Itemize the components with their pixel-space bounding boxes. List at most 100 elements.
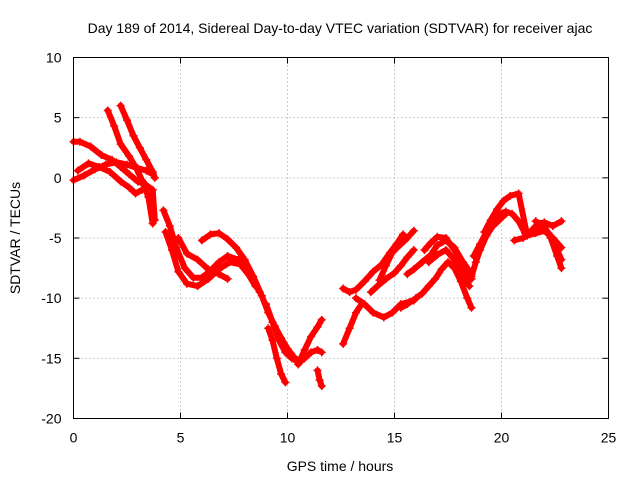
- series-s4: [104, 107, 156, 227]
- axis-ticks: 0 5 10 15 20 25 -20 -15 -10 -5 0 5 10: [41, 50, 616, 446]
- data-point-marker: [225, 258, 234, 267]
- data-point-marker: [424, 258, 433, 267]
- data-point-marker: [499, 196, 508, 205]
- series-s19: [397, 259, 475, 311]
- data-point-marker: [339, 339, 348, 348]
- data-point-marker: [469, 252, 478, 261]
- data-point-marker: [375, 276, 384, 285]
- data-point-marker: [441, 246, 450, 255]
- data-point-marker: [161, 227, 170, 236]
- data-point-marker: [300, 345, 309, 354]
- data-point-marker: [206, 230, 215, 239]
- data-point-marker: [480, 227, 489, 236]
- data-point-marker: [197, 236, 206, 245]
- data-point-marker: [345, 288, 354, 297]
- data-point-marker: [264, 324, 273, 333]
- data-point-marker: [510, 236, 519, 245]
- data-point-marker: [95, 163, 104, 172]
- plot-frame: [73, 57, 609, 419]
- y-tick-label: -20: [41, 411, 61, 427]
- data-point-marker: [215, 229, 224, 238]
- data-point-marker: [409, 265, 418, 274]
- data-point-marker: [396, 303, 405, 312]
- data-point-marker: [403, 234, 412, 242]
- data-point-marker: [450, 255, 459, 264]
- data-point-marker: [287, 354, 296, 363]
- data-point-marker: [403, 253, 412, 262]
- data-point-marker: [486, 215, 495, 224]
- data-point-marker: [437, 265, 446, 274]
- data-point-marker: [388, 308, 397, 317]
- data-point-marker: [167, 246, 176, 255]
- data-point-marker: [180, 264, 189, 273]
- data-point-marker: [315, 375, 324, 384]
- data-point-marker: [182, 249, 191, 258]
- x-tick-label: 0: [70, 430, 78, 446]
- data-point-marker: [272, 354, 281, 363]
- data-point-marker: [351, 294, 360, 303]
- data-point-marker: [150, 173, 159, 182]
- data-point-marker: [527, 229, 536, 238]
- x-tick-label: 25: [601, 430, 617, 446]
- x-tick-label: 5: [177, 430, 185, 446]
- data-point-marker: [182, 279, 191, 288]
- data-point-marker: [116, 101, 125, 110]
- data-point-marker: [409, 226, 418, 235]
- data-point-marker: [193, 255, 202, 264]
- data-point-marker: [317, 348, 326, 357]
- data-point-marker: [129, 131, 138, 140]
- x-axis-label: GPS time / hours: [287, 458, 394, 474]
- data-point-marker: [379, 313, 388, 322]
- data-point-marker: [540, 221, 549, 230]
- data-point-marker: [137, 176, 146, 185]
- data-point-marker: [223, 252, 232, 261]
- data-point-marker: [116, 177, 125, 186]
- data-point-marker: [313, 345, 322, 354]
- data-point-marker: [75, 137, 84, 146]
- data-point-marker: [424, 282, 433, 291]
- data-point-marker: [307, 332, 316, 341]
- y-tick-label: -10: [41, 290, 61, 306]
- data-point-marker: [366, 288, 375, 297]
- series-s15: [340, 300, 366, 347]
- data-point-marker: [493, 205, 502, 214]
- x-tick-label: 20: [494, 430, 510, 446]
- data-point-marker: [215, 270, 224, 279]
- y-tick-label: 0: [54, 170, 62, 186]
- series-s10: [263, 301, 325, 365]
- data-point-marker: [381, 261, 390, 270]
- data-point-marker: [174, 234, 183, 242]
- series-s18: [376, 227, 417, 284]
- data-point-marker: [159, 206, 168, 215]
- data-point-marker: [97, 150, 106, 159]
- data-point-marker: [418, 289, 427, 298]
- data-point-marker: [360, 300, 369, 309]
- data-point-marker: [223, 274, 232, 283]
- data-point-marker: [420, 246, 429, 255]
- data-point-marker: [257, 291, 266, 300]
- data-point-marker: [396, 261, 405, 270]
- data-point-marker: [204, 274, 213, 283]
- data-point-marker: [313, 366, 322, 375]
- series-s9: [198, 230, 304, 365]
- data-point-marker: [148, 185, 157, 194]
- data-point-marker: [317, 382, 326, 391]
- data-point-marker: [80, 171, 89, 180]
- data-point-marker: [73, 166, 82, 175]
- data-point-marker: [105, 167, 114, 176]
- data-point-marker: [351, 308, 360, 317]
- data-point-marker: [476, 240, 485, 249]
- data-point-marker: [388, 248, 397, 257]
- series-s14: [340, 231, 407, 296]
- data-point-marker: [142, 155, 151, 164]
- data-point-marker: [399, 230, 408, 239]
- data-point-marker: [339, 284, 348, 293]
- data-point-marker: [189, 273, 198, 282]
- data-point-marker: [204, 265, 213, 274]
- data-point-marker: [125, 170, 134, 179]
- data-point-marker: [281, 348, 290, 357]
- data-point-marker: [557, 264, 566, 273]
- data-point-marker: [116, 140, 125, 149]
- data-point-marker: [546, 234, 555, 242]
